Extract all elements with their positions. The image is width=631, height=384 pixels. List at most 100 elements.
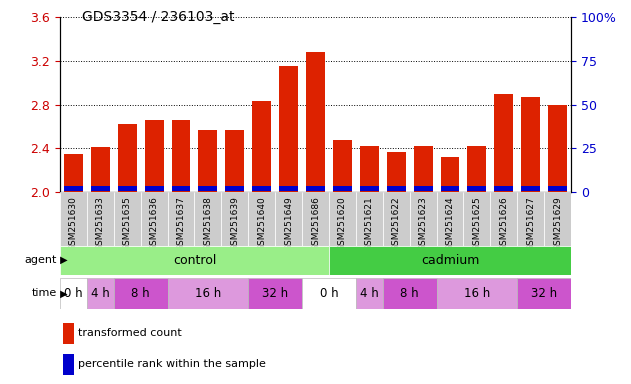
- Text: GSM251624: GSM251624: [445, 196, 454, 251]
- Bar: [199, 186, 217, 191]
- Text: 32 h: 32 h: [262, 287, 288, 300]
- Text: 0 h: 0 h: [320, 287, 338, 300]
- Text: cadmium: cadmium: [421, 254, 479, 266]
- Bar: [275, 192, 302, 246]
- Bar: [60, 192, 87, 246]
- Text: GSM251627: GSM251627: [526, 196, 535, 251]
- Bar: [221, 192, 248, 246]
- Bar: [87, 192, 114, 246]
- Bar: [248, 192, 275, 246]
- Text: GSM251630: GSM251630: [69, 196, 78, 251]
- Bar: [517, 192, 544, 246]
- Bar: [517, 278, 571, 309]
- Text: 4 h: 4 h: [360, 287, 379, 300]
- Bar: [118, 186, 137, 191]
- Bar: [225, 186, 244, 191]
- Bar: [199, 130, 217, 192]
- Bar: [387, 186, 406, 191]
- Bar: [225, 130, 244, 192]
- Bar: [279, 66, 298, 192]
- Bar: [521, 97, 540, 192]
- Bar: [168, 192, 194, 246]
- Text: 16 h: 16 h: [195, 287, 221, 300]
- Bar: [548, 186, 567, 191]
- Bar: [302, 278, 356, 309]
- Text: GSM251686: GSM251686: [311, 196, 320, 251]
- Text: control: control: [173, 254, 216, 266]
- Bar: [521, 186, 540, 191]
- Bar: [437, 278, 517, 309]
- Bar: [91, 147, 110, 192]
- Bar: [387, 152, 406, 192]
- Text: time: time: [32, 288, 57, 298]
- Bar: [302, 192, 329, 246]
- Bar: [414, 186, 432, 191]
- Text: GSM251636: GSM251636: [150, 196, 158, 251]
- Text: GSM251620: GSM251620: [338, 196, 347, 251]
- Bar: [468, 146, 487, 192]
- Bar: [252, 186, 271, 191]
- Text: 0 h: 0 h: [64, 287, 83, 300]
- Bar: [118, 124, 136, 192]
- Text: 4 h: 4 h: [91, 287, 110, 300]
- Text: 16 h: 16 h: [464, 287, 490, 300]
- Bar: [144, 120, 163, 192]
- Bar: [383, 192, 410, 246]
- Bar: [168, 278, 248, 309]
- Bar: [62, 323, 74, 344]
- Text: ▶: ▶: [57, 255, 68, 265]
- Bar: [437, 192, 463, 246]
- Bar: [248, 278, 302, 309]
- Bar: [114, 278, 168, 309]
- Bar: [144, 186, 163, 191]
- Bar: [64, 186, 83, 191]
- Bar: [62, 354, 74, 375]
- Bar: [383, 278, 437, 309]
- Text: GSM251625: GSM251625: [473, 196, 481, 251]
- Bar: [194, 192, 221, 246]
- Bar: [64, 154, 83, 192]
- Bar: [410, 192, 437, 246]
- Bar: [172, 186, 191, 191]
- Bar: [333, 140, 352, 192]
- Text: GSM251638: GSM251638: [203, 196, 213, 251]
- Text: GSM251629: GSM251629: [553, 196, 562, 251]
- Bar: [440, 186, 459, 191]
- Bar: [495, 94, 513, 192]
- Text: 8 h: 8 h: [131, 287, 150, 300]
- Bar: [333, 186, 352, 191]
- Text: GSM251635: GSM251635: [122, 196, 132, 251]
- Text: percentile rank within the sample: percentile rank within the sample: [78, 359, 266, 369]
- Bar: [414, 146, 432, 192]
- Bar: [544, 192, 571, 246]
- Bar: [360, 186, 379, 191]
- Text: GDS3354 / 236103_at: GDS3354 / 236103_at: [82, 10, 235, 23]
- Bar: [490, 192, 517, 246]
- Text: ▶: ▶: [57, 288, 68, 298]
- Bar: [306, 186, 325, 191]
- Text: GSM251639: GSM251639: [230, 196, 239, 251]
- Bar: [356, 192, 383, 246]
- Bar: [306, 52, 325, 192]
- Bar: [91, 186, 110, 191]
- Bar: [141, 192, 168, 246]
- Bar: [360, 146, 379, 192]
- Bar: [87, 278, 114, 309]
- Text: 8 h: 8 h: [400, 287, 419, 300]
- Bar: [279, 186, 298, 191]
- Text: GSM251621: GSM251621: [365, 196, 374, 251]
- Text: GSM251637: GSM251637: [177, 196, 186, 251]
- Bar: [172, 120, 191, 192]
- Bar: [114, 192, 141, 246]
- Bar: [468, 186, 487, 191]
- Text: transformed count: transformed count: [78, 328, 182, 338]
- Bar: [329, 246, 571, 275]
- Bar: [463, 192, 490, 246]
- Text: 32 h: 32 h: [531, 287, 557, 300]
- Text: GSM251649: GSM251649: [284, 196, 293, 251]
- Text: GSM251640: GSM251640: [257, 196, 266, 251]
- Bar: [440, 157, 459, 192]
- Text: GSM251623: GSM251623: [418, 196, 428, 251]
- Bar: [548, 104, 567, 192]
- Bar: [356, 278, 383, 309]
